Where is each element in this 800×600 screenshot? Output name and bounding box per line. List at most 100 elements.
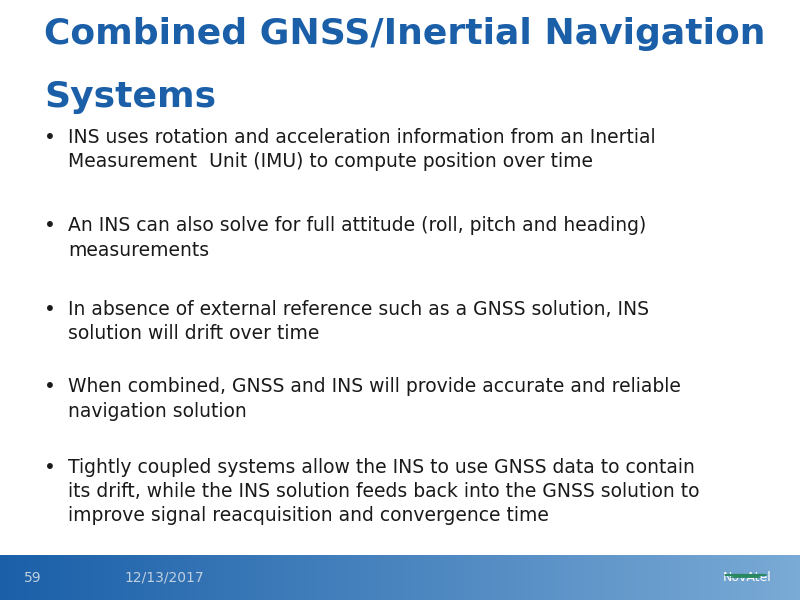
Bar bbox=[544, 555, 548, 600]
Bar bbox=[552, 555, 556, 600]
Bar bbox=[60, 555, 64, 600]
Bar bbox=[32, 555, 36, 600]
Bar bbox=[212, 555, 216, 600]
Bar bbox=[20, 555, 24, 600]
Bar bbox=[104, 555, 108, 600]
Bar bbox=[600, 555, 604, 600]
Bar bbox=[708, 555, 712, 600]
Bar bbox=[376, 555, 380, 600]
Bar bbox=[72, 555, 76, 600]
Bar bbox=[356, 555, 360, 600]
Bar bbox=[452, 555, 456, 600]
Bar bbox=[344, 555, 348, 600]
Bar bbox=[284, 555, 288, 600]
Bar bbox=[564, 555, 568, 600]
Bar bbox=[576, 555, 580, 600]
Text: Tightly coupled systems allow the INS to use GNSS data to contain
its drift, whi: Tightly coupled systems allow the INS to… bbox=[68, 458, 699, 526]
Bar bbox=[556, 555, 560, 600]
Bar bbox=[232, 555, 236, 600]
Bar bbox=[476, 555, 480, 600]
Bar bbox=[764, 555, 768, 600]
Bar bbox=[540, 555, 544, 600]
Bar bbox=[180, 555, 184, 600]
Bar bbox=[732, 555, 736, 600]
Bar bbox=[308, 555, 312, 600]
Bar bbox=[724, 555, 728, 600]
Bar bbox=[712, 555, 716, 600]
Bar bbox=[728, 555, 732, 600]
Bar bbox=[348, 555, 352, 600]
Bar bbox=[772, 555, 776, 600]
Bar bbox=[340, 555, 344, 600]
Bar bbox=[780, 555, 784, 600]
Bar bbox=[312, 555, 316, 600]
Bar bbox=[560, 555, 564, 600]
Bar bbox=[132, 555, 136, 600]
Text: In absence of external reference such as a GNSS solution, INS
solution will drif: In absence of external reference such as… bbox=[68, 299, 649, 343]
Text: An INS can also solve for full attitude (roll, pitch and heading)
measurements: An INS can also solve for full attitude … bbox=[68, 217, 646, 260]
Bar bbox=[220, 555, 224, 600]
Bar bbox=[204, 555, 208, 600]
Bar bbox=[532, 555, 536, 600]
Bar bbox=[700, 555, 704, 600]
Bar bbox=[272, 555, 276, 600]
Bar bbox=[152, 555, 156, 600]
Bar bbox=[140, 555, 144, 600]
Bar bbox=[92, 555, 96, 600]
Bar bbox=[792, 555, 796, 600]
Bar bbox=[648, 555, 652, 600]
Bar bbox=[468, 555, 472, 600]
Text: •: • bbox=[44, 458, 56, 477]
Bar bbox=[252, 555, 256, 600]
Bar bbox=[68, 555, 72, 600]
Bar bbox=[620, 555, 624, 600]
Bar bbox=[304, 555, 308, 600]
Bar bbox=[192, 555, 196, 600]
Text: INS uses rotation and acceleration information from an Inertial
Measurement  Uni: INS uses rotation and acceleration infor… bbox=[68, 128, 656, 171]
Bar bbox=[248, 555, 252, 600]
Bar bbox=[368, 555, 372, 600]
Bar bbox=[444, 555, 448, 600]
Bar bbox=[716, 555, 720, 600]
Text: •: • bbox=[44, 128, 56, 146]
Bar bbox=[320, 555, 324, 600]
Bar bbox=[796, 555, 800, 600]
Bar bbox=[160, 555, 164, 600]
Bar bbox=[120, 555, 124, 600]
Bar bbox=[84, 555, 88, 600]
Bar bbox=[520, 555, 524, 600]
Bar bbox=[740, 555, 744, 600]
Bar bbox=[652, 555, 656, 600]
Bar bbox=[632, 555, 636, 600]
Bar bbox=[608, 555, 612, 600]
Bar bbox=[480, 555, 484, 600]
Bar bbox=[580, 555, 584, 600]
Bar bbox=[776, 555, 780, 600]
Bar bbox=[496, 555, 500, 600]
Bar bbox=[696, 555, 700, 600]
Bar bbox=[388, 555, 392, 600]
Bar bbox=[412, 555, 416, 600]
Bar bbox=[208, 555, 212, 600]
Bar bbox=[788, 555, 792, 600]
Bar bbox=[500, 555, 504, 600]
Bar bbox=[524, 555, 528, 600]
Bar bbox=[228, 555, 232, 600]
Text: •: • bbox=[44, 299, 56, 319]
Bar bbox=[424, 555, 428, 600]
Bar bbox=[24, 555, 28, 600]
Bar bbox=[264, 555, 268, 600]
Bar bbox=[64, 555, 68, 600]
Bar bbox=[768, 555, 772, 600]
Bar bbox=[52, 555, 56, 600]
Bar bbox=[296, 555, 300, 600]
Bar bbox=[88, 555, 92, 600]
Bar bbox=[172, 555, 176, 600]
Bar bbox=[156, 555, 160, 600]
Bar bbox=[28, 555, 32, 600]
Bar bbox=[188, 555, 192, 600]
Bar bbox=[456, 555, 460, 600]
Bar bbox=[392, 555, 396, 600]
Bar bbox=[276, 555, 280, 600]
Bar bbox=[244, 555, 248, 600]
